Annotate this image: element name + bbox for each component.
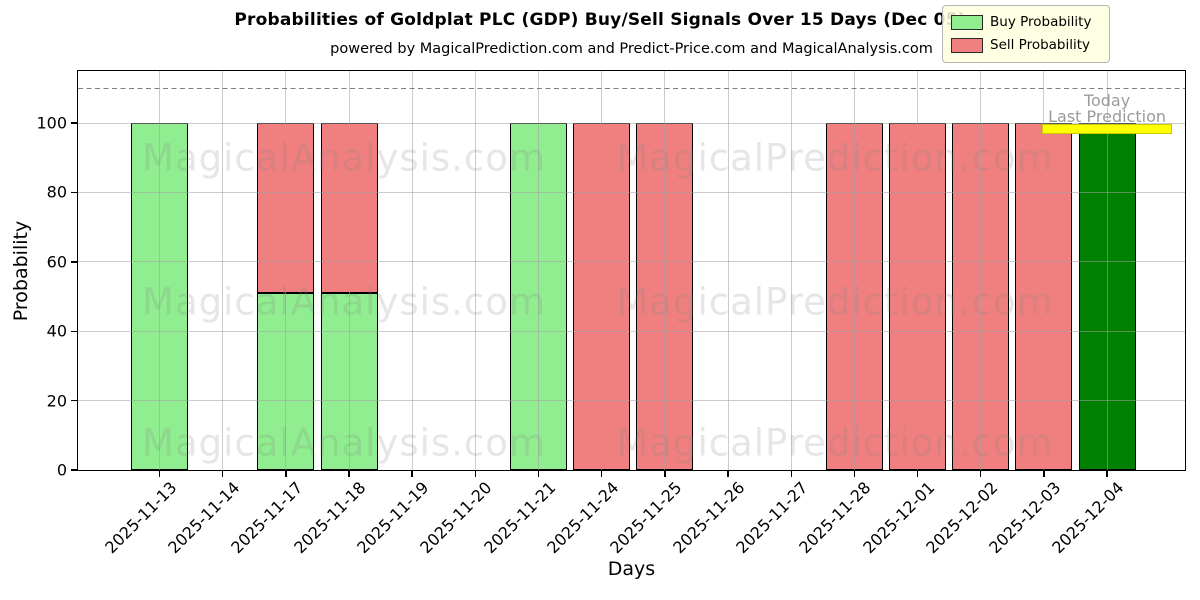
x-tick-mark (348, 470, 350, 477)
watermark-text: MagicalPrediction.com (616, 421, 1054, 465)
plot-area: 0 20 40 60 80 100 2025-11-13 2025-11-14 2025-11-… (36, 70, 1186, 557)
legend-label: Sell Probability (990, 36, 1091, 53)
y-tick-mark (71, 469, 78, 471)
today-annotation: Today (1083, 91, 1131, 110)
x-gridline (727, 71, 729, 470)
y-gridline (78, 191, 1185, 193)
y-tick-mark (71, 330, 78, 332)
y-tick-mark (71, 261, 78, 263)
today-highlight-band (1042, 124, 1173, 135)
watermark-text: MagicalAnalysis.com (142, 421, 546, 465)
x-gridline (411, 71, 413, 470)
x-tick-mark (600, 470, 603, 477)
chart-title: Probabilities of Goldplat PLC (GDP) Buy/… (234, 10, 966, 30)
y-gridline (78, 122, 1185, 124)
x-gridline (601, 71, 603, 470)
watermark-text: MagicalAnalysis.com (142, 280, 546, 324)
x-gridline (474, 71, 476, 470)
x-tick-mark (916, 470, 919, 477)
chart-subtitle: powered by MagicalPrediction.com and Pre… (330, 41, 933, 57)
y-tick-mark (71, 191, 78, 194)
legend-swatch-icon (951, 38, 983, 53)
y-tick-label: 100 (36, 113, 67, 133)
y-gridline (78, 330, 1185, 332)
x-gridline (917, 71, 919, 470)
x-tick-mark (1106, 470, 1108, 477)
x-tick-mark (474, 470, 477, 477)
x-axis-label: Days (607, 558, 656, 580)
y-tick-mark (71, 399, 78, 402)
watermark-text: MagicalPrediction.com (616, 136, 1054, 180)
x-tick-mark (727, 470, 729, 477)
x-tick-mark (980, 470, 982, 477)
x-tick-mark (537, 470, 540, 477)
x-gridline (159, 71, 160, 470)
x-tick-mark (790, 470, 792, 477)
legend-entry: Sell Probability (951, 38, 1101, 53)
y-tick-label: 80 (46, 182, 67, 202)
x-gridline (790, 71, 792, 470)
y-gridline (78, 400, 1185, 402)
x-gridline (222, 71, 224, 470)
watermark-text: MagicalPrediction.com (616, 280, 1054, 324)
y-tick-label: 0 (56, 460, 67, 480)
x-gridline (348, 71, 350, 470)
x-gridline (1106, 71, 1108, 470)
watermark-text: MagicalAnalysis.com (142, 136, 546, 180)
x-gridline (1043, 71, 1045, 470)
x-tick-mark (1043, 470, 1045, 477)
y-axis-label: Probability (10, 220, 32, 322)
x-tick-mark (285, 470, 287, 477)
x-tick-mark (158, 470, 161, 477)
y-tick-label: 60 (46, 252, 67, 272)
y-tick-label: 40 (46, 321, 67, 341)
x-gridline (664, 71, 666, 470)
y-tick-mark (71, 122, 78, 124)
x-tick-mark (853, 470, 856, 477)
y-tick-label: 20 (46, 391, 67, 411)
legend: Buy Probability Sell Probability (942, 5, 1110, 63)
y-gridline (78, 261, 1185, 263)
legend-label: Buy Probability (990, 13, 1092, 30)
x-tick-mark (664, 470, 666, 477)
dashed-reference-line (78, 87, 1185, 90)
last-prediction-annotation: Last Prediction (1048, 107, 1166, 126)
x-gridline (853, 71, 855, 470)
x-tick-mark (221, 470, 224, 477)
legend-swatch-icon (951, 15, 983, 30)
x-gridline (980, 71, 982, 470)
legend-entry: Buy Probability (951, 15, 1101, 30)
x-gridline (538, 71, 540, 470)
x-gridline (285, 71, 287, 470)
x-tick-mark (411, 470, 413, 477)
